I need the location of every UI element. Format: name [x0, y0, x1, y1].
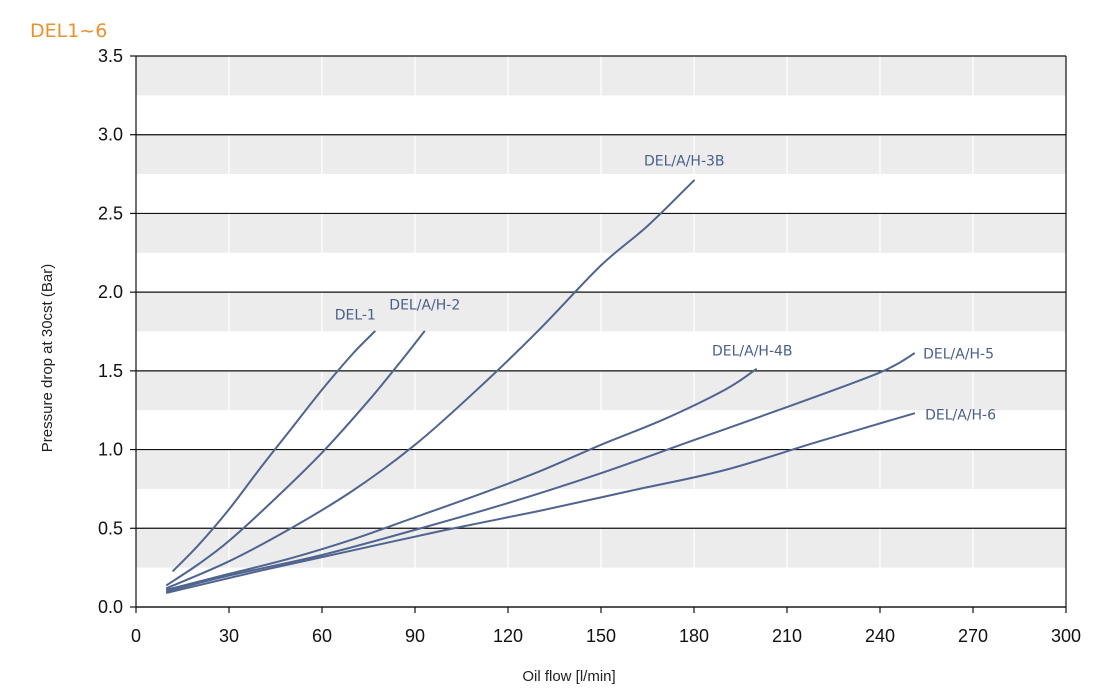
x-tick-label: 300 [1051, 626, 1081, 646]
x-tick-label: 180 [679, 626, 709, 646]
y-axis-label: Pressure drop at 30cst (Bar) [39, 264, 56, 452]
series-label-del-1: DEL-1 [335, 308, 376, 324]
y-tick-label: 2.5 [98, 203, 123, 223]
y-tick-label: 3.5 [98, 46, 123, 66]
axes [130, 55, 1067, 613]
y-tick-label: 0.5 [98, 518, 123, 538]
x-tick-label: 60 [312, 626, 332, 646]
series-label-del-a-h-6: DEL/A/H-6 [925, 407, 996, 423]
x-tick-label: 120 [493, 626, 523, 646]
series-line-del-1 [172, 330, 376, 572]
series-line-del-a-h-4b [166, 368, 757, 591]
y-tick-label: 3.0 [98, 125, 123, 145]
series-line-del-a-h-5 [166, 352, 916, 593]
x-tick-label: 240 [865, 626, 895, 646]
y-tick-labels: 0.0 0.5 1.0 1.5 2.0 2.5 3.0 3.5 [98, 46, 123, 617]
series-line-del-a-h-2 [166, 330, 426, 586]
y-tick-label: 0.0 [98, 597, 123, 617]
y-tick-label: 1.5 [98, 361, 123, 381]
y-tick-label: 1.0 [98, 440, 123, 460]
series-label-del-a-h-2: DEL/A/H-2 [389, 298, 460, 314]
x-tick-label: 210 [772, 626, 802, 646]
x-tick-label: 0 [131, 626, 141, 646]
x-tick-label: 150 [586, 626, 616, 646]
x-tick-label: 90 [405, 626, 425, 646]
vertical-gridlines [228, 56, 974, 607]
series-labels: DEL-1 DEL/A/H-2 DEL/A/H-3B DEL/A/H-4B DEL/A/… [335, 153, 996, 423]
x-axis-label: Oil flow [l/min] [522, 668, 615, 685]
series-lines [166, 179, 916, 594]
x-tick-label: 30 [219, 626, 239, 646]
page-title: DEL1~6 [30, 20, 107, 42]
series-label-del-a-h-4b: DEL/A/H-4B [712, 343, 793, 359]
x-tick-labels: 0 30 60 90 120 150 180 210 240 270 300 [131, 626, 1081, 646]
series-line-del-a-h-3b [166, 179, 695, 590]
series-label-del-a-h-5: DEL/A/H-5 [923, 347, 994, 363]
x-tick-label: 270 [958, 626, 988, 646]
series-label-del-a-h-3b: DEL/A/H-3B [644, 153, 725, 169]
y-tick-label: 2.0 [98, 282, 123, 302]
series-line-del-a-h-6 [166, 412, 916, 594]
